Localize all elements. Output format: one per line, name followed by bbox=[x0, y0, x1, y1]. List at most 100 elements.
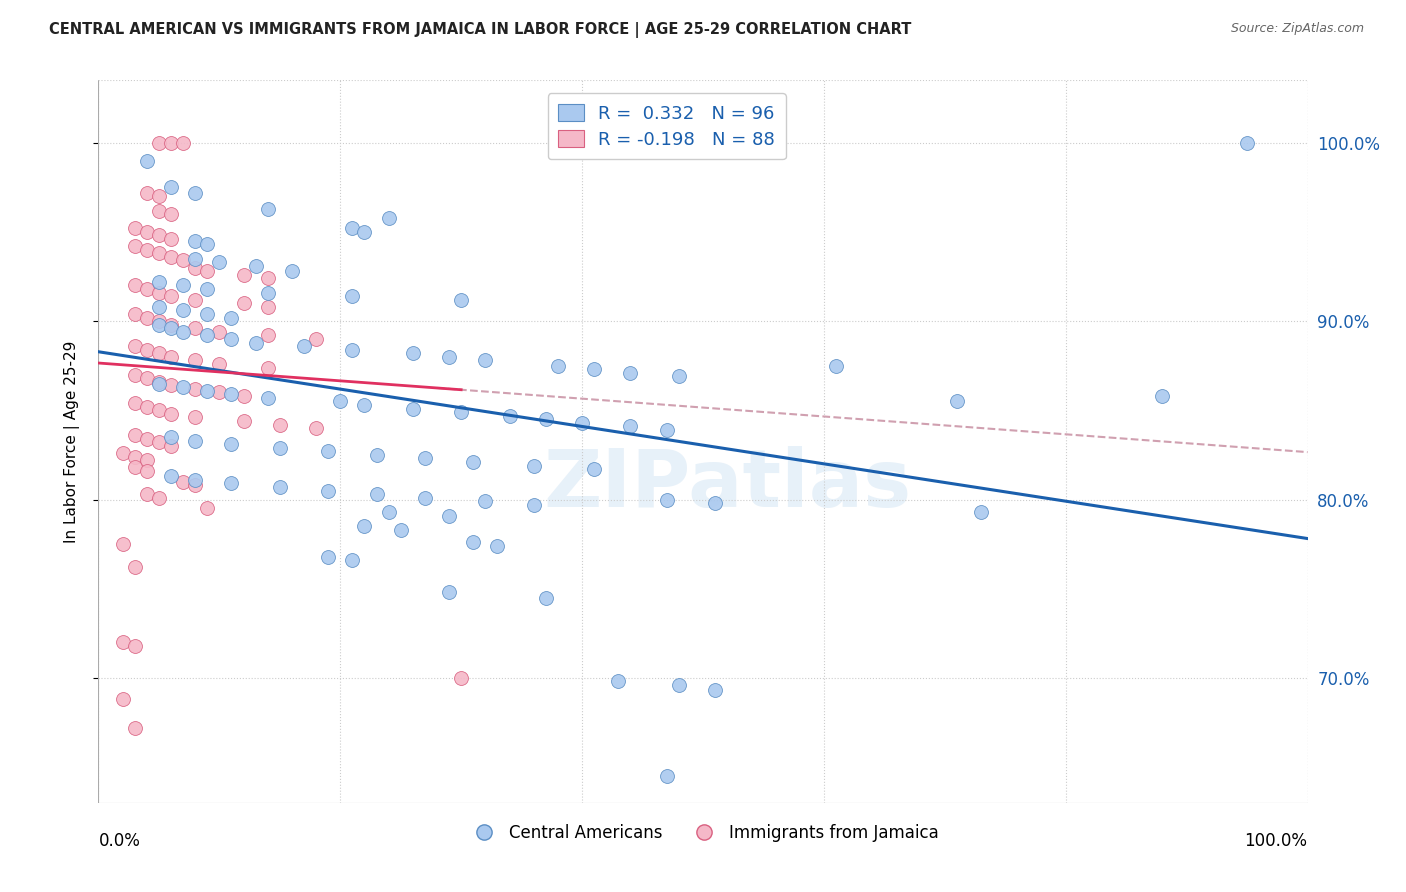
Point bbox=[148, 375, 170, 389]
Point bbox=[450, 671, 472, 685]
Point bbox=[221, 387, 243, 401]
Point bbox=[195, 307, 218, 321]
Point bbox=[583, 462, 606, 476]
Point bbox=[281, 264, 304, 278]
Point bbox=[413, 491, 436, 505]
Point bbox=[704, 683, 727, 698]
Point bbox=[534, 412, 557, 426]
Point bbox=[389, 523, 412, 537]
Point bbox=[463, 535, 485, 549]
Point bbox=[148, 285, 170, 300]
Point bbox=[135, 464, 157, 478]
Point bbox=[184, 434, 207, 448]
Point bbox=[172, 380, 194, 394]
Point bbox=[124, 278, 146, 293]
Point bbox=[450, 293, 472, 307]
Point bbox=[124, 639, 146, 653]
Point bbox=[172, 253, 194, 268]
Point bbox=[232, 414, 254, 428]
Point bbox=[172, 303, 194, 318]
Point bbox=[148, 246, 170, 260]
Point bbox=[437, 350, 460, 364]
Point bbox=[160, 232, 183, 246]
Point bbox=[148, 376, 170, 391]
Point bbox=[292, 339, 315, 353]
Point bbox=[232, 389, 254, 403]
Point bbox=[148, 403, 170, 417]
Point bbox=[474, 494, 496, 508]
Point bbox=[269, 480, 291, 494]
Point bbox=[221, 476, 243, 491]
Point bbox=[269, 417, 291, 432]
Point bbox=[316, 549, 339, 564]
Point bbox=[208, 325, 231, 339]
Point bbox=[172, 325, 194, 339]
Point bbox=[148, 435, 170, 450]
Point bbox=[256, 285, 278, 300]
Point bbox=[195, 264, 218, 278]
Point bbox=[124, 368, 146, 382]
Point bbox=[342, 221, 364, 235]
Point bbox=[184, 410, 207, 425]
Point bbox=[160, 318, 183, 332]
Point bbox=[184, 473, 207, 487]
Point bbox=[135, 186, 157, 200]
Point bbox=[523, 458, 546, 473]
Point bbox=[135, 310, 157, 325]
Point bbox=[160, 321, 183, 335]
Point bbox=[353, 398, 375, 412]
Point bbox=[256, 202, 278, 216]
Point bbox=[256, 391, 278, 405]
Point bbox=[655, 492, 678, 507]
Point bbox=[547, 359, 569, 373]
Point bbox=[232, 268, 254, 282]
Point bbox=[583, 362, 606, 376]
Point bbox=[366, 487, 388, 501]
Point bbox=[184, 234, 207, 248]
Point bbox=[668, 678, 690, 692]
Point bbox=[160, 136, 183, 150]
Point bbox=[124, 239, 146, 253]
Point bbox=[450, 405, 472, 419]
Point bbox=[728, 136, 751, 150]
Point bbox=[946, 394, 969, 409]
Point bbox=[160, 250, 183, 264]
Point bbox=[148, 491, 170, 505]
Point bbox=[221, 437, 243, 451]
Point bbox=[221, 310, 243, 325]
Point bbox=[148, 300, 170, 314]
Point bbox=[111, 692, 134, 706]
Text: ZIPatlas: ZIPatlas bbox=[543, 446, 911, 524]
Point bbox=[607, 674, 630, 689]
Point bbox=[463, 455, 485, 469]
Point bbox=[148, 203, 170, 218]
Point bbox=[498, 409, 520, 423]
Point bbox=[437, 585, 460, 599]
Point bbox=[366, 448, 388, 462]
Point bbox=[486, 539, 509, 553]
Point bbox=[221, 332, 243, 346]
Point bbox=[245, 335, 267, 350]
Point bbox=[305, 421, 328, 435]
Point bbox=[402, 401, 425, 416]
Y-axis label: In Labor Force | Age 25-29: In Labor Force | Age 25-29 bbox=[65, 341, 80, 542]
Point bbox=[135, 432, 157, 446]
Point bbox=[256, 300, 278, 314]
Point bbox=[124, 428, 146, 442]
Point bbox=[135, 487, 157, 501]
Point bbox=[269, 441, 291, 455]
Point bbox=[148, 228, 170, 243]
Point bbox=[208, 357, 231, 371]
Point bbox=[160, 469, 183, 483]
Point bbox=[208, 255, 231, 269]
Point bbox=[184, 260, 207, 275]
Point bbox=[523, 498, 546, 512]
Legend: Central Americans, Immigrants from Jamaica: Central Americans, Immigrants from Jamai… bbox=[461, 817, 945, 848]
Point bbox=[172, 475, 194, 489]
Text: CENTRAL AMERICAN VS IMMIGRANTS FROM JAMAICA IN LABOR FORCE | AGE 25-29 CORRELATI: CENTRAL AMERICAN VS IMMIGRANTS FROM JAMA… bbox=[49, 22, 911, 38]
Point bbox=[195, 282, 218, 296]
Point bbox=[534, 591, 557, 605]
Point bbox=[160, 289, 183, 303]
Point bbox=[124, 307, 146, 321]
Point bbox=[668, 369, 690, 384]
